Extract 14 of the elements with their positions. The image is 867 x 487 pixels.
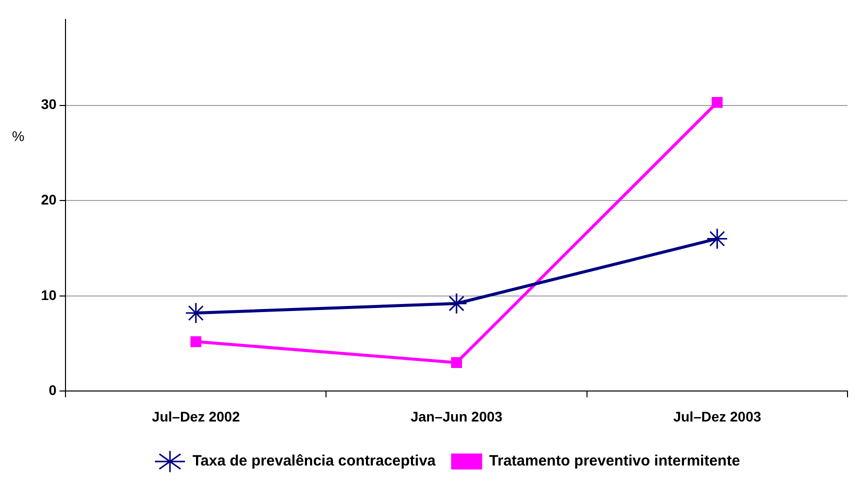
point — [712, 96, 723, 108]
point — [706, 228, 728, 250]
legend-label: Taxa de prevalência contraceptiva — [192, 452, 436, 470]
y-tick-label: 20 — [40, 191, 57, 208]
point — [451, 357, 462, 368]
point — [190, 336, 202, 348]
y-tick-label: 0 — [48, 382, 57, 398]
legend-label: Tratamento preventivo intermitente — [489, 452, 740, 470]
y-tick-label: 30 — [40, 96, 57, 112]
y-tick-label: 10 — [40, 286, 57, 303]
x-tick-label: Jul–Dez 2003 — [673, 408, 762, 424]
x-tick-label: Jan–Jun 2003 — [410, 408, 503, 424]
x-tick-label: Jul–Dez 2002 — [152, 408, 240, 424]
y-axis-title: % — [12, 128, 24, 144]
